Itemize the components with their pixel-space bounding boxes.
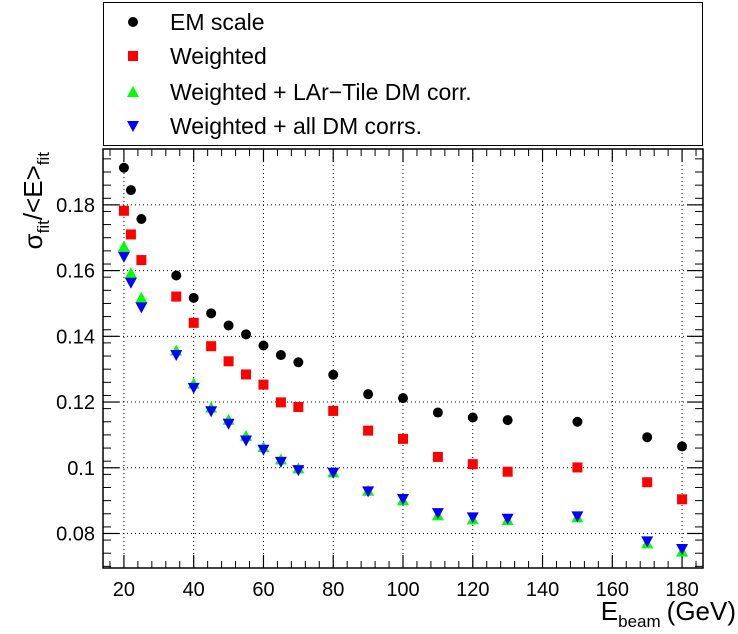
- y-tick-label: 0.08: [56, 523, 95, 545]
- data-point: [117, 240, 130, 252]
- data-point: [187, 382, 200, 394]
- data-point: [432, 407, 443, 418]
- legend-label: EM scale: [170, 9, 265, 35]
- data-point: [206, 341, 217, 352]
- data-point: [398, 433, 408, 444]
- y-tick-label: 0.16: [56, 261, 95, 283]
- data-point: [117, 251, 130, 263]
- data-point: [136, 213, 147, 224]
- y-axis-title: σfit/<E>fit: [18, 152, 53, 250]
- data-point: [466, 512, 479, 524]
- data-point: [205, 406, 218, 418]
- data-point: [135, 302, 148, 314]
- data-point: [328, 369, 339, 380]
- data-point: [206, 308, 217, 319]
- data-point: [432, 451, 443, 462]
- data-point: [275, 350, 286, 361]
- legend-entry-weighted: Weighted: [104, 39, 702, 73]
- data-point: [136, 255, 147, 266]
- legend-entry-em-scale: EM scale: [104, 5, 702, 39]
- tick-labels: 20 40 60 80 100 120 140 160 180 0.08 0.1 0.12 0.14 0.…: [56, 195, 699, 601]
- data-point: [363, 425, 374, 436]
- data-point: [275, 397, 286, 408]
- y-tick-label: 0.1: [67, 458, 95, 480]
- x-axis-title: Ebeam (GeV): [601, 596, 736, 631]
- data-point: [467, 459, 478, 470]
- legend-label: Weighted + all DM corrs.: [170, 113, 423, 139]
- x-tick-label: 120: [456, 579, 489, 601]
- data-point: [258, 340, 269, 351]
- axis-ticks: [103, 149, 703, 568]
- x-tick-label: 140: [526, 579, 559, 601]
- data-point: [241, 369, 252, 380]
- y-tick-label: 0.12: [56, 392, 95, 414]
- x-tick-label: 80: [322, 579, 344, 601]
- data-point: [642, 477, 653, 488]
- data-point: [223, 356, 234, 367]
- data-point: [398, 393, 408, 404]
- data-point: [397, 493, 409, 505]
- data-point: [222, 418, 235, 430]
- x-tick-label: 180: [665, 579, 698, 601]
- data-point: [240, 435, 253, 447]
- data-point: [135, 291, 148, 303]
- data-point: [292, 465, 305, 477]
- legend-entry-all-dm: Weighted + all DM corrs.: [104, 109, 702, 143]
- data-point: [293, 357, 304, 368]
- data-point: [188, 292, 199, 303]
- data-point: [502, 415, 513, 426]
- data-point: [502, 466, 513, 477]
- data-point: [118, 205, 129, 216]
- data-point: [241, 329, 252, 340]
- data-point: [676, 543, 689, 555]
- data-point: [118, 162, 129, 173]
- data-point: [171, 270, 182, 281]
- legend-label: Weighted: [170, 43, 267, 69]
- data-point: [328, 405, 339, 416]
- x-tick-label: 100: [386, 579, 419, 601]
- data-point: [257, 444, 270, 456]
- x-tick-label: 20: [113, 579, 135, 601]
- data-point: [223, 320, 234, 331]
- y-tick-label: 0.14: [56, 326, 95, 348]
- data-point: [125, 185, 136, 196]
- data-point: [258, 379, 269, 390]
- data-point: [171, 291, 182, 302]
- data-point: [431, 508, 444, 520]
- x-tick-label: 60: [252, 579, 274, 601]
- data-point: [362, 486, 375, 498]
- data-point: [293, 401, 304, 412]
- legend: EM scale Weighted Weighted + LAr−Tile DM…: [103, 2, 703, 146]
- x-tick-label: 160: [596, 579, 629, 601]
- data-point: [274, 456, 287, 468]
- data-point: [363, 389, 374, 400]
- data-point: [125, 229, 136, 240]
- data-point: [677, 441, 688, 452]
- data-point: [677, 494, 688, 505]
- legend-entry-lar-tile: Weighted + LAr−Tile DM corr.: [104, 75, 702, 109]
- data-point: [124, 277, 137, 289]
- data-point: [641, 536, 654, 548]
- data-point: [467, 412, 478, 423]
- x-tick-label: 40: [183, 579, 205, 601]
- data-point: [124, 267, 137, 279]
- data-points: [117, 162, 689, 557]
- data-point: [642, 432, 653, 443]
- data-point: [327, 467, 340, 479]
- y-tick-label: 0.18: [56, 195, 95, 217]
- data-point: [572, 462, 583, 473]
- data-point: [501, 513, 514, 525]
- data-point: [572, 416, 583, 427]
- data-point: [571, 511, 584, 523]
- legend-label: Weighted + LAr−Tile DM corr.: [170, 79, 472, 105]
- data-point: [188, 317, 199, 328]
- data-point: [170, 350, 183, 362]
